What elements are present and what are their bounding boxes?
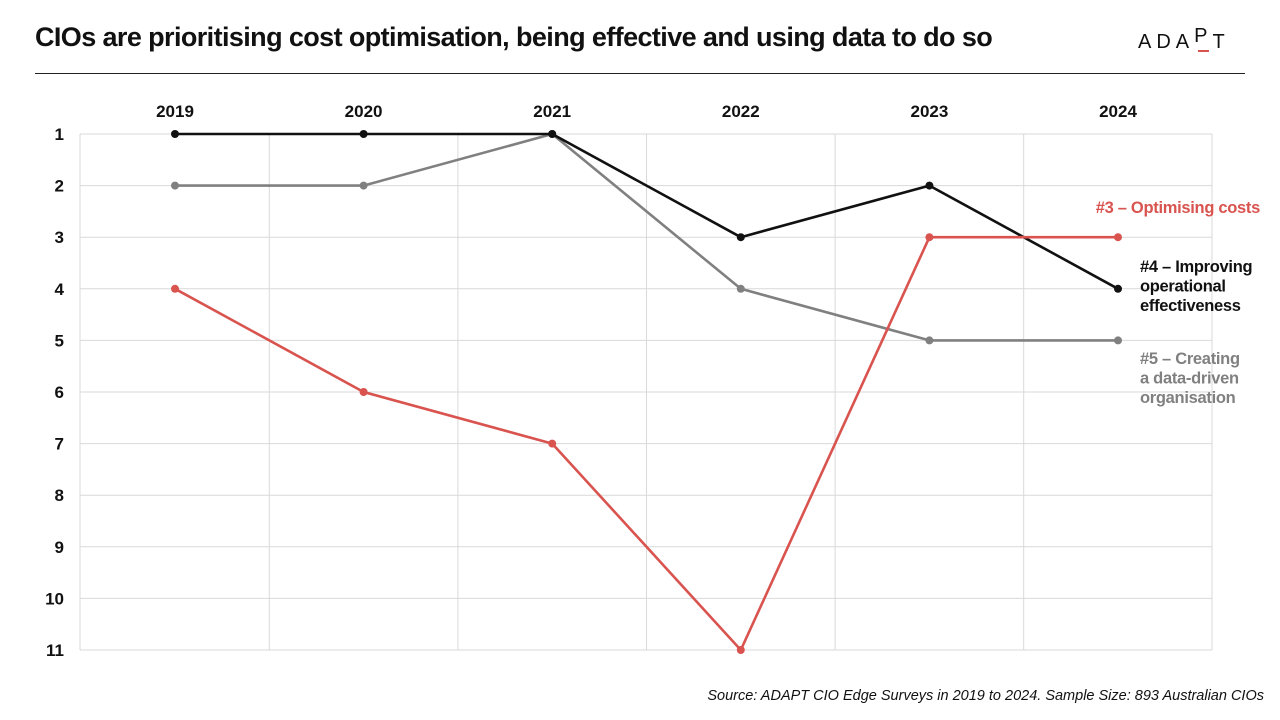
x-tick-label: 2020: [345, 102, 383, 121]
x-tick-label: 2024: [1099, 102, 1137, 121]
series-label-data_driven: #5 – Creating a data-driven organisation: [1140, 350, 1240, 407]
data-point-operational_effectiveness: [925, 181, 934, 190]
data-point-data_driven: [359, 181, 368, 190]
y-tick-label: 9: [55, 538, 64, 557]
series-line-data_driven: [173, 132, 1120, 342]
logo-text-accent: P: [1194, 28, 1212, 47]
series-label-optimising_costs: #3 – Optimising costs: [1096, 199, 1260, 217]
series-line-optimising_costs: [173, 235, 1120, 652]
data-point-optimising_costs: [359, 388, 368, 396]
data-point-optimising_costs: [1114, 233, 1122, 242]
data-point-optimising_costs: [548, 439, 557, 448]
data-point-data_driven: [736, 284, 745, 293]
data-point-optimising_costs: [171, 284, 179, 293]
data-point-operational_effectiveness: [736, 233, 745, 242]
data-point-data_driven: [925, 336, 934, 345]
y-tick-label: 4: [55, 280, 65, 299]
series-label-line: organisation: [1140, 389, 1236, 407]
y-tick-label: 10: [45, 589, 64, 608]
y-tick-label: 5: [55, 331, 64, 350]
y-tick-label: 3: [55, 228, 64, 247]
x-tick-label: 2023: [910, 102, 948, 121]
series-label-line: #4 – Improving: [1140, 258, 1252, 276]
data-point-data_driven: [171, 181, 179, 190]
svg-text:ADAPT: ADAPT: [1138, 28, 1230, 53]
source-note: Source: ADAPT CIO Edge Surveys in 2019 t…: [707, 688, 1264, 704]
series-label-line: #3 – Optimising costs: [1096, 199, 1260, 217]
y-tick-label: 7: [55, 435, 64, 454]
series-label-line: #5 – Creating: [1140, 350, 1240, 368]
data-point-optimising_costs: [925, 233, 934, 242]
data-point-operational_effectiveness: [1114, 284, 1122, 293]
y-tick-label: 6: [55, 383, 64, 402]
data-point-operational_effectiveness: [359, 130, 368, 138]
data-point-optimising_costs: [736, 646, 745, 654]
y-tick-label: 2: [55, 177, 64, 196]
series-label-line: a data-driven: [1140, 370, 1239, 388]
adapt-logo: ADAPT: [1138, 28, 1230, 53]
series-label-operational_effectiveness: #4 – Improving operational effectiveness: [1140, 258, 1252, 315]
series-label-line: operational: [1140, 278, 1226, 296]
title-divider: [35, 73, 1245, 74]
x-tick-label: 2021: [533, 102, 571, 121]
x-tick-label: 2019: [156, 102, 194, 121]
series-label-line: effectiveness: [1140, 297, 1241, 315]
data-point-data_driven: [1114, 336, 1122, 345]
y-tick-label: 8: [55, 486, 64, 505]
logo-text-after: T: [1212, 31, 1229, 53]
y-tick-label: 11: [46, 641, 64, 660]
logo-accent-bar: [1198, 50, 1209, 52]
x-tick-label: 2022: [722, 102, 760, 121]
data-point-operational_effectiveness: [548, 130, 557, 138]
series-line-operational_effectiveness: [173, 132, 1120, 291]
y-tick-label: 1: [55, 125, 64, 144]
data-point-operational_effectiveness: [171, 130, 179, 138]
logo-text-before: ADA: [1138, 31, 1194, 53]
page-title: CIOs are prioritising cost optimisation,…: [35, 22, 993, 52]
